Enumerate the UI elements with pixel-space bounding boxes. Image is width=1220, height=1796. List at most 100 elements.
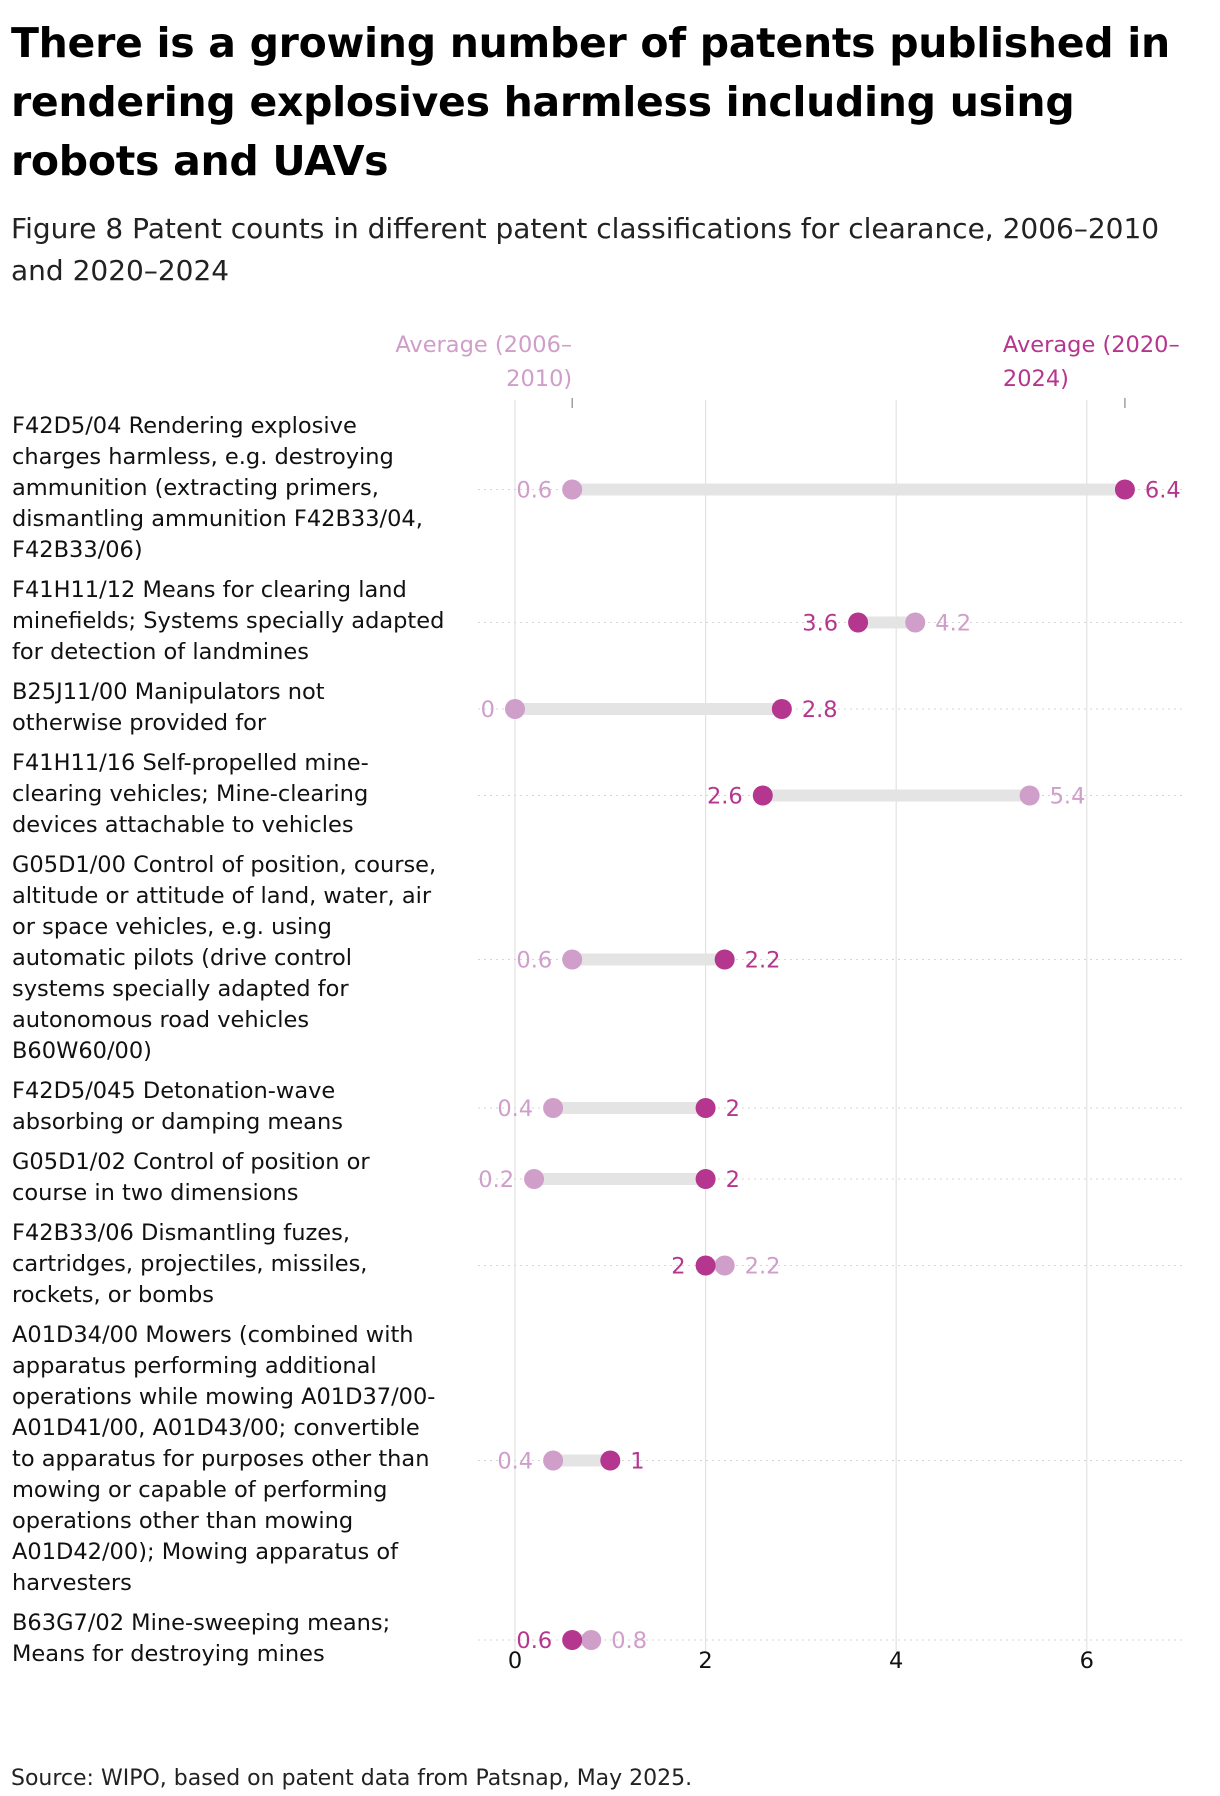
category-label: A01D34/00 Mowers (combined with apparatus… [12,1322,435,1596]
value-label-2006-2010: 0.4 [497,1449,533,1475]
dot-2020-2024 [562,1630,583,1650]
dot-2006-2010 [524,1169,545,1189]
chart-title: There is a growing number of patents pub… [11,19,1170,185]
value-label-2006-2010: 0.8 [611,1628,647,1654]
dot-2006-2010 [714,1255,735,1276]
dot-2006-2010 [543,1450,564,1471]
category-label-line: otherwise provided for [12,710,267,736]
x-tick-label-6: 6 [1080,1648,1094,1674]
dot-2006-2010 [1019,785,1040,806]
dot-2006-2010 [505,699,525,719]
chart-row: B25J11/00 Manipulators not otherwise prov… [12,679,1182,736]
value-label-2006-2010: 0 [481,697,495,723]
dot-2006-2010 [543,1098,564,1118]
category-label-line: F41H11/12 Means for clearing land [12,577,407,603]
category-label-line: automatic pilots (drive control [12,945,352,971]
chart-subtitle: Figure 8 Patent counts in different pate… [11,212,1160,287]
dot-2006-2010 [562,479,583,500]
chart-row: F42D5/045 Detonation-wave absorbing or da… [12,1078,1182,1135]
value-label-2020-2024: 2 [726,1096,740,1122]
category-label-line: A01D34/00 Mowers (combined with [12,1322,414,1348]
category-label-line: clearing vehicles; Mine-clearing [12,781,368,807]
category-label-line: B60W60/00) [12,1038,152,1064]
dot-2006-2010 [905,612,926,633]
value-label-2020-2024: 2.8 [802,697,838,723]
category-label-line: B63G7/02 Mine-sweeping means; [12,1610,390,1636]
category-label-line: operations other than mowing [12,1508,353,1534]
category-label-line: devices attachable to vehicles [12,812,354,838]
dot-2020-2024 [695,1169,716,1189]
value-label-2006-2010: 2.2 [745,1254,781,1280]
dot-2020-2024 [695,1255,716,1276]
value-label-2020-2024: 6.4 [1145,478,1181,504]
grid-lines [514,400,1088,1652]
value-label-2006-2010: 0.6 [516,948,552,974]
dot-2020-2024 [1114,479,1135,500]
category-label-line: A01D41/00, A01D43/00; convertible [12,1415,420,1441]
category-label-line: autonomous road vehicles [12,1007,309,1033]
category-label-line: minefields; Systems specially adapted [12,608,444,634]
category-label: F41H11/12 Means for clearing land minefie… [12,577,444,665]
legend: Average (2006– 2010) Average (2020– 2024) [395,332,1180,408]
category-label-line: F42B33/06 Dismantling fuzes, [12,1220,350,1246]
category-label-line: B25J11/00 Manipulators not [12,679,325,705]
category-label-line: systems specially adapted for [12,976,349,1002]
value-label-2020-2024: 0.6 [516,1628,552,1654]
chart-row: F42B33/06 Dismantling fuzes, cartridges, … [12,1220,1182,1308]
category-label-line: F42D5/045 Detonation-wave [12,1078,335,1104]
category-label: B25J11/00 Manipulators not otherwise prov… [12,679,325,736]
category-label-line: or space vehicles, e.g. using [12,914,332,940]
category-label-line: mowing or capable of performing [12,1477,387,1503]
dot-2006-2010 [581,1630,602,1650]
legend-early-line: Average (2006– [395,332,572,358]
category-label-line: cartridges, projectiles, missiles, [12,1251,367,1277]
x-axis: 0 2 4 6 [508,1648,1094,1674]
value-label-2006-2010: 0.4 [497,1096,533,1122]
category-label-line: F41H11/16 Self-propelled mine- [12,750,369,776]
category-label-line: G05D1/02 Control of position or [12,1149,370,1175]
category-label: F42B33/06 Dismantling fuzes, cartridges, … [12,1220,367,1308]
category-label: B63G7/02 Mine-sweeping means; Means for d… [12,1610,390,1667]
category-label: F42D5/045 Detonation-wave absorbing or da… [12,1078,343,1135]
legend-early-line: 2010) [506,366,572,392]
x-tick-label-2: 2 [698,1648,712,1674]
source-note: Source: WIPO, based on patent data from … [11,1766,693,1791]
value-label-2020-2024: 2.6 [707,784,743,810]
x-tick-label-0: 0 [508,1648,522,1674]
category-label-line: operations while mowing A01D37/00- [12,1384,435,1410]
legend-late-line: Average (2020– [1003,332,1180,358]
category-label-line: to apparatus for purposes other than [12,1446,429,1472]
value-label-2020-2024: 1 [630,1449,644,1475]
chart-row: G05D1/02 Control of position or course in… [12,1149,1182,1206]
category-label-line: for detection of landmines [12,639,309,665]
value-label-2006-2010: 0.2 [478,1167,514,1193]
category-label-line: G05D1/00 Control of position, course, [12,852,436,878]
legend-early: Average (2006– 2010) [395,332,572,392]
category-label: G05D1/02 Control of position or course in… [12,1149,370,1206]
category-label-line: rockets, or bombs [12,1282,214,1308]
category-label-line: course in two dimensions [12,1180,298,1206]
value-label-2006-2010: 5.4 [1050,784,1086,810]
dumbbell-chart: Average (2006– 2010) Average (2020– 2024) F… [12,332,1182,1674]
x-tick-label-4: 4 [889,1648,903,1674]
category-label-line: F42D5/04 Rendering explosive [12,413,357,439]
value-label-2006-2010: 0.6 [516,478,552,504]
chart-row: F42D5/04 Rendering explosive charges harm… [12,413,1182,563]
chart-row: G05D1/00 Control of position, course, alt… [12,852,1182,1064]
value-label-2020-2024: 2 [726,1167,740,1193]
category-label-line: ammunition (extracting primers, [12,475,379,501]
category-label-line: A01D42/00); Mowing apparatus of [12,1539,399,1565]
chart-row: B63G7/02 Mine-sweeping means; Means for d… [12,1610,1182,1667]
value-label-2020-2024: 2 [671,1254,685,1280]
chart-row: F41H11/16 Self-propelled mine-clearing v… [12,750,1182,838]
category-label: F42D5/04 Rendering explosive charges harm… [12,413,423,563]
category-label-line: absorbing or damping means [12,1109,343,1135]
chart-row: F41H11/12 Means for clearing land minefie… [12,577,1182,665]
dot-2020-2024 [600,1450,621,1471]
legend-late: Average (2020– 2024) [1003,332,1180,392]
dot-2006-2010 [562,949,583,970]
value-label-2020-2024: 2.2 [745,948,781,974]
value-label-2020-2024: 3.6 [802,611,838,637]
dot-2020-2024 [714,949,735,970]
dot-2020-2024 [848,612,869,633]
